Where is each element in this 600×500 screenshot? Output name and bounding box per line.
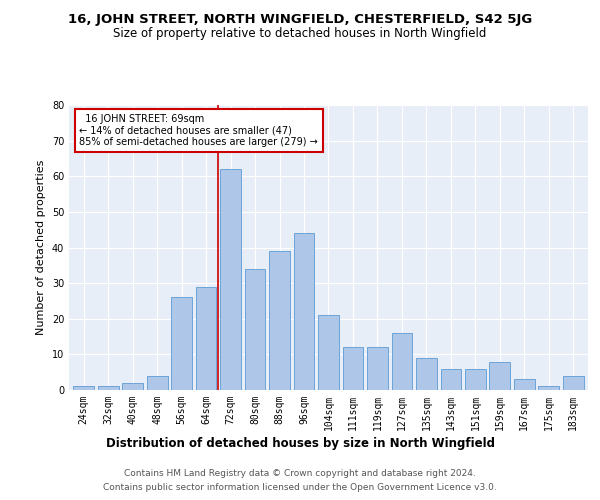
Text: 16, JOHN STREET, NORTH WINGFIELD, CHESTERFIELD, S42 5JG: 16, JOHN STREET, NORTH WINGFIELD, CHESTE… — [68, 12, 532, 26]
Bar — [490, 362, 510, 390]
Text: Contains HM Land Registry data © Crown copyright and database right 2024.: Contains HM Land Registry data © Crown c… — [124, 469, 476, 478]
Text: Contains public sector information licensed under the Open Government Licence v3: Contains public sector information licen… — [103, 484, 497, 492]
Bar — [514, 380, 535, 390]
Bar — [73, 386, 94, 390]
Bar — [392, 333, 412, 390]
Y-axis label: Number of detached properties: Number of detached properties — [36, 160, 46, 335]
Bar — [563, 376, 584, 390]
Bar — [293, 233, 314, 390]
Bar — [220, 169, 241, 390]
Bar — [416, 358, 437, 390]
Bar — [269, 251, 290, 390]
Bar — [538, 386, 559, 390]
Bar — [122, 383, 143, 390]
Bar — [98, 386, 119, 390]
Bar — [343, 347, 364, 390]
Bar — [465, 368, 486, 390]
Bar — [196, 286, 217, 390]
Bar — [171, 298, 192, 390]
Bar — [318, 315, 339, 390]
Bar — [147, 376, 167, 390]
Text: Size of property relative to detached houses in North Wingfield: Size of property relative to detached ho… — [113, 28, 487, 40]
Bar — [245, 269, 265, 390]
Text: 16 JOHN STREET: 69sqm
← 14% of detached houses are smaller (47)
85% of semi-deta: 16 JOHN STREET: 69sqm ← 14% of detached … — [79, 114, 318, 147]
Text: Distribution of detached houses by size in North Wingfield: Distribution of detached houses by size … — [106, 438, 494, 450]
Bar — [440, 368, 461, 390]
Bar — [367, 347, 388, 390]
